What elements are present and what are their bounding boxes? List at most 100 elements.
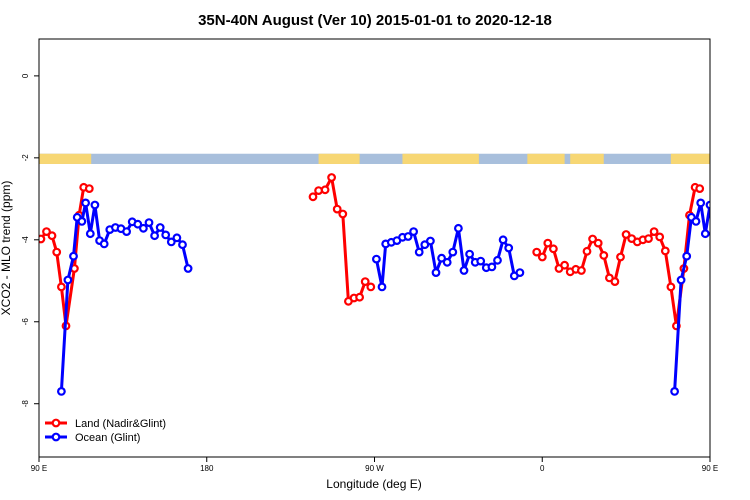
data-point bbox=[81, 198, 90, 208]
data-point bbox=[660, 246, 670, 256]
data-point bbox=[178, 240, 187, 250]
data-point bbox=[320, 185, 330, 195]
data-point bbox=[682, 251, 692, 261]
data-point bbox=[122, 227, 131, 237]
data-point bbox=[537, 252, 547, 262]
data-point bbox=[69, 251, 78, 261]
data-point bbox=[150, 231, 160, 241]
legend-label: Land (Nadir&Glint) bbox=[75, 418, 166, 430]
x-tick-label: 0 bbox=[540, 464, 545, 473]
data-point bbox=[695, 184, 705, 194]
data-point bbox=[57, 282, 66, 292]
data-point bbox=[676, 275, 686, 285]
data-point bbox=[476, 256, 486, 266]
x-tick-label: 90 W bbox=[365, 464, 384, 473]
data-point bbox=[691, 216, 701, 226]
x-axis: 90 E 180 90 W 0 90 E bbox=[31, 457, 718, 473]
data-point bbox=[360, 277, 370, 287]
legend-swatch-marker bbox=[51, 432, 61, 442]
legend: Land (Nadir&Glint) Ocean (Glint) bbox=[45, 418, 166, 444]
x-axis-title: Longitude (deg E) bbox=[326, 477, 421, 491]
land-ocean-mask-band bbox=[39, 153, 710, 164]
data-point bbox=[599, 250, 609, 260]
data-point bbox=[454, 223, 463, 233]
data-point bbox=[47, 231, 57, 241]
data-point bbox=[377, 282, 387, 292]
data-point bbox=[403, 232, 413, 241]
land-band-segment bbox=[39, 153, 92, 164]
y-tick-label: -2 bbox=[21, 154, 30, 162]
data-point bbox=[560, 260, 569, 270]
land-band-segment bbox=[570, 153, 604, 164]
data-point bbox=[655, 232, 665, 242]
land-band-segment bbox=[670, 153, 710, 164]
data-point bbox=[721, 226, 728, 233]
data-point bbox=[172, 233, 182, 243]
data-point bbox=[711, 237, 718, 244]
data-point bbox=[414, 247, 424, 257]
x-tick-label: 180 bbox=[200, 464, 214, 473]
data-point bbox=[716, 241, 723, 248]
data-point bbox=[532, 247, 542, 257]
data-point bbox=[409, 227, 419, 237]
data-point bbox=[543, 238, 553, 248]
data-point bbox=[99, 239, 109, 249]
x-tick-label: 90 E bbox=[702, 464, 718, 473]
data-point bbox=[670, 387, 679, 396]
data-point bbox=[700, 229, 710, 239]
data-point bbox=[84, 184, 94, 194]
data-point bbox=[577, 266, 586, 275]
x-tick-label: 90 E bbox=[31, 464, 47, 473]
y-tick-label: -4 bbox=[21, 236, 30, 244]
chart-title: 35N-40N August (Ver 10) 2015-01-01 to 20… bbox=[198, 12, 552, 29]
land-band-segment bbox=[318, 153, 360, 164]
data-point bbox=[327, 173, 337, 182]
y-tick-label: -6 bbox=[21, 318, 30, 326]
data-point bbox=[593, 238, 603, 248]
data-point bbox=[138, 223, 148, 233]
data-point bbox=[161, 230, 171, 240]
data-point bbox=[724, 224, 731, 231]
data-point bbox=[426, 236, 435, 246]
data-point bbox=[57, 387, 66, 396]
plot-frame bbox=[38, 38, 711, 458]
data-point bbox=[498, 235, 508, 245]
data-point bbox=[442, 257, 452, 267]
data-point bbox=[696, 198, 706, 208]
legend-label: Ocean (Glint) bbox=[75, 432, 140, 444]
data-point bbox=[504, 243, 514, 253]
data-point bbox=[649, 227, 659, 237]
data-point bbox=[63, 275, 73, 285]
y-tick-label: 0 bbox=[21, 73, 30, 78]
data-point bbox=[183, 264, 193, 273]
data-point bbox=[437, 253, 447, 263]
data-point bbox=[493, 255, 502, 265]
data-point bbox=[90, 200, 100, 210]
data-point bbox=[644, 234, 653, 244]
data-point bbox=[621, 230, 631, 239]
data-point bbox=[155, 223, 165, 232]
data-point bbox=[355, 292, 365, 302]
data-point bbox=[549, 244, 558, 254]
data-point bbox=[366, 282, 376, 292]
data-point bbox=[144, 218, 154, 228]
y-axis: 0 -2 -4 -6 -8 bbox=[21, 73, 39, 407]
data-point bbox=[582, 246, 592, 256]
land-band-segment bbox=[527, 153, 565, 164]
data-point bbox=[465, 249, 475, 259]
data-point bbox=[338, 209, 348, 219]
land-band-segment bbox=[402, 153, 479, 164]
data-point bbox=[448, 247, 458, 257]
y-tick-label: -8 bbox=[21, 400, 30, 408]
data-point bbox=[42, 227, 51, 237]
data-point bbox=[308, 192, 318, 202]
data-point bbox=[332, 204, 342, 214]
data-point bbox=[729, 225, 736, 232]
data-point bbox=[459, 266, 469, 275]
data-point bbox=[610, 277, 620, 287]
data-point bbox=[39, 234, 46, 244]
data-point bbox=[133, 219, 143, 229]
data-point bbox=[515, 268, 525, 278]
